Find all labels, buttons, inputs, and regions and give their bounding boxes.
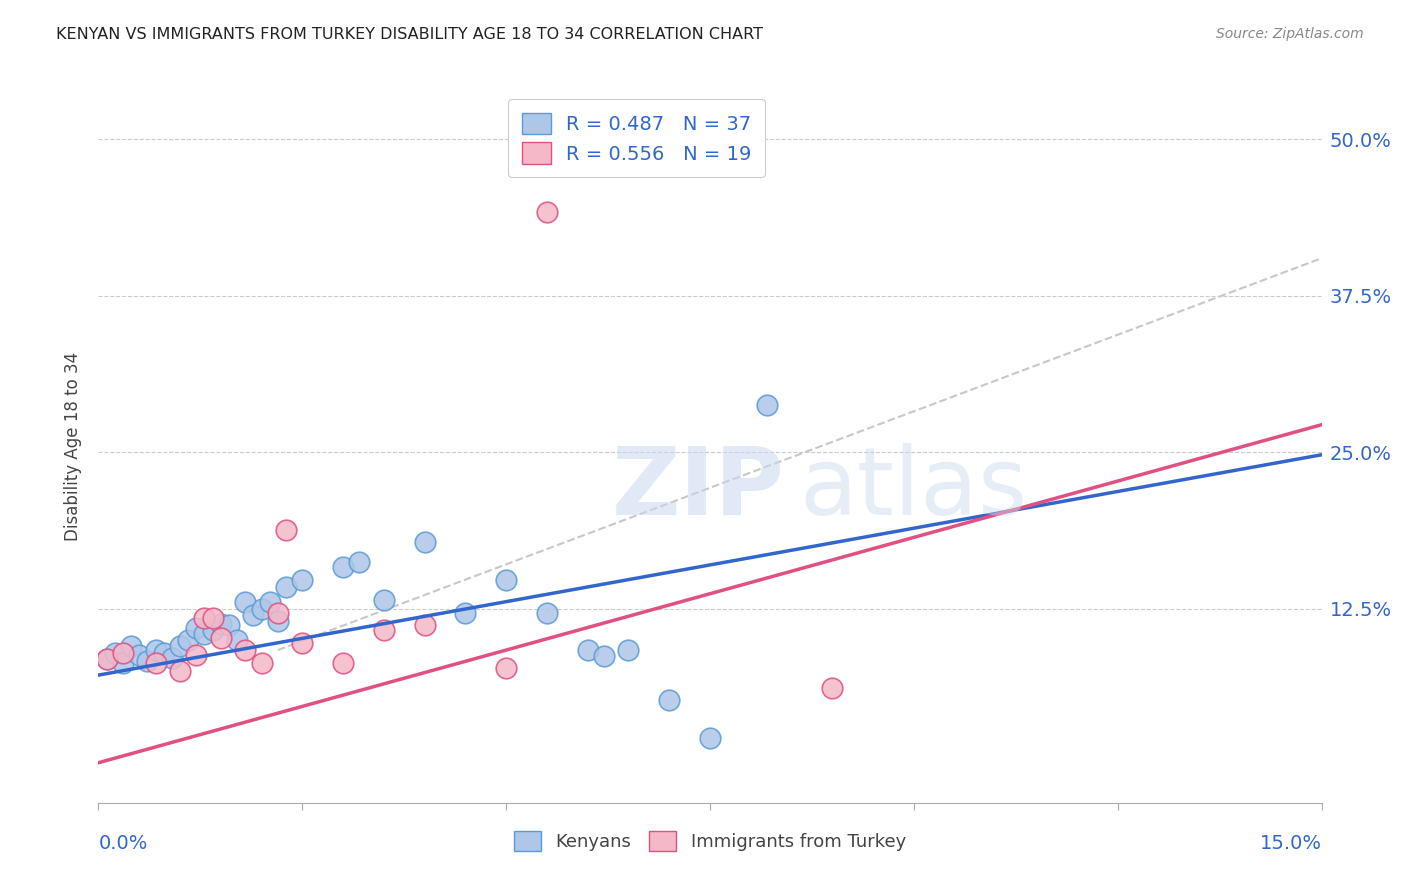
Point: [145, 656, 167, 670]
Point: [332, 656, 354, 670]
Point: [250, 601, 273, 615]
Point: [495, 660, 517, 674]
Point: [413, 535, 436, 549]
Point: [413, 618, 436, 632]
Point: [274, 581, 297, 595]
Point: [96, 652, 118, 666]
Point: [226, 633, 249, 648]
Point: [177, 633, 200, 648]
Point: [96, 652, 118, 666]
Text: 0.0%: 0.0%: [98, 834, 148, 853]
Text: 15.0%: 15.0%: [1260, 834, 1322, 853]
Point: [267, 614, 290, 628]
Point: [349, 556, 371, 570]
Point: [454, 606, 477, 620]
Point: [160, 650, 183, 665]
Point: [169, 640, 191, 654]
Point: [136, 654, 159, 668]
Point: [617, 643, 640, 657]
Point: [536, 606, 558, 620]
Y-axis label: Disability Age 18 to 34: Disability Age 18 to 34: [65, 351, 83, 541]
Point: [658, 693, 681, 707]
Point: [186, 621, 208, 635]
Point: [111, 646, 134, 660]
Point: [756, 398, 779, 412]
Point: [373, 593, 395, 607]
Point: [169, 665, 191, 679]
Text: KENYAN VS IMMIGRANTS FROM TURKEY DISABILITY AGE 18 TO 34 CORRELATION CHART: KENYAN VS IMMIGRANTS FROM TURKEY DISABIL…: [56, 27, 763, 42]
Point: [201, 623, 224, 637]
Point: [821, 681, 844, 695]
Point: [332, 560, 354, 574]
Point: [193, 610, 215, 624]
Point: [259, 595, 281, 609]
Point: [495, 573, 517, 587]
Point: [593, 649, 616, 664]
Point: [152, 646, 174, 660]
Point: [201, 610, 224, 624]
Text: atlas: atlas: [800, 442, 1028, 535]
Point: [145, 643, 167, 657]
Point: [209, 616, 232, 631]
Point: [186, 648, 208, 662]
Point: [111, 656, 134, 670]
Point: [242, 607, 264, 622]
Point: [250, 656, 273, 670]
Point: [536, 205, 558, 219]
Point: [274, 523, 297, 537]
Text: ZIP: ZIP: [612, 442, 785, 535]
Point: [120, 640, 142, 654]
Point: [209, 631, 232, 645]
Point: [373, 623, 395, 637]
Text: Source: ZipAtlas.com: Source: ZipAtlas.com: [1216, 27, 1364, 41]
Point: [699, 731, 721, 745]
Point: [128, 648, 150, 662]
Point: [233, 595, 256, 609]
Point: [233, 643, 256, 657]
Point: [193, 627, 215, 641]
Point: [218, 618, 240, 632]
Point: [267, 606, 290, 620]
Legend: Kenyans, Immigrants from Turkey: Kenyans, Immigrants from Turkey: [506, 823, 914, 858]
Point: [291, 635, 314, 649]
Point: [104, 646, 127, 660]
Point: [291, 573, 314, 587]
Point: [576, 643, 599, 657]
